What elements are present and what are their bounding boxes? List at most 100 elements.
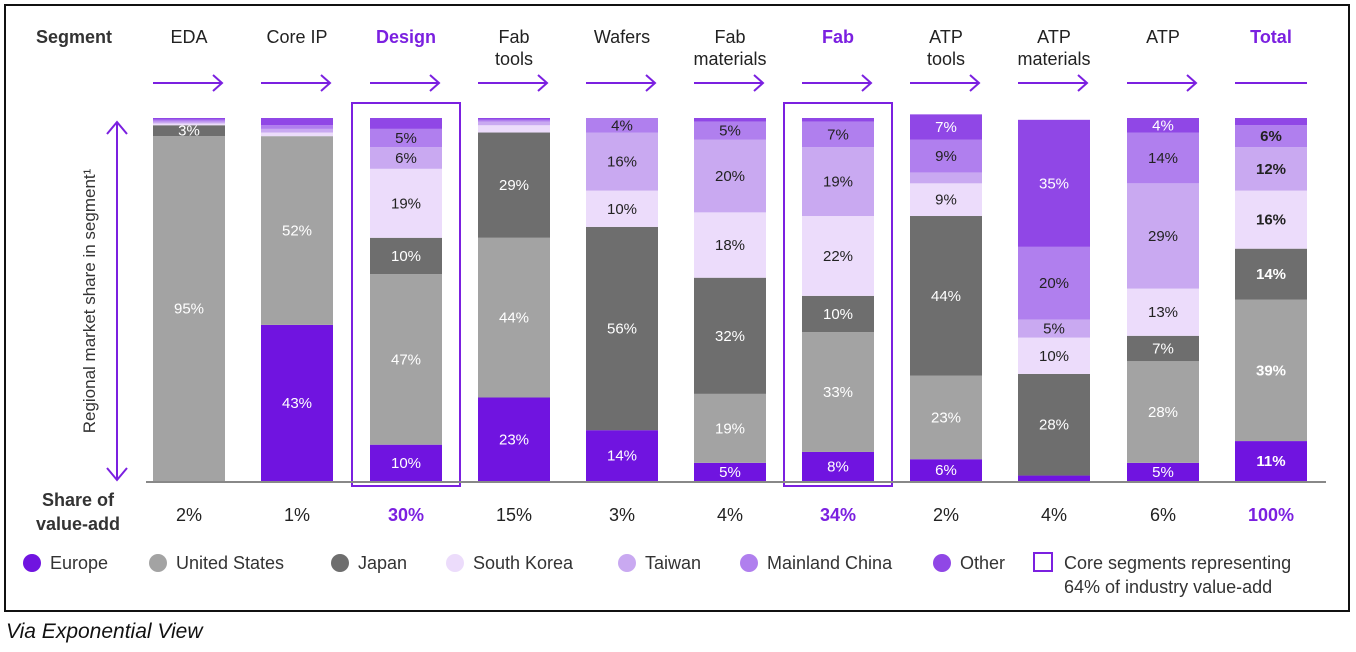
bar-segment (261, 118, 333, 126)
segment-name: Total (1250, 27, 1292, 47)
bar-segment (694, 121, 766, 140)
bar-segment (802, 216, 874, 296)
data-label: 9% (935, 192, 957, 209)
bar-segment (694, 393, 766, 463)
bar-segment (1127, 183, 1199, 289)
data-label: 5% (719, 464, 741, 481)
legend-swatch (331, 554, 349, 572)
data-label: 29% (499, 177, 529, 194)
data-label: 19% (715, 420, 745, 437)
flow-arrow-head (429, 74, 441, 92)
share-value: 6% (1150, 505, 1176, 525)
bar-segment (261, 324, 333, 481)
segment-name: tools (927, 49, 965, 69)
segment-name: EDA (170, 27, 207, 47)
bar-segment (1127, 132, 1199, 184)
bar-segment (478, 118, 550, 120)
bar-segment (478, 119, 550, 122)
bar-segment (1235, 441, 1307, 481)
core-segment-box (783, 102, 893, 487)
data-label: 13% (1148, 304, 1178, 321)
bar-segment (1235, 118, 1307, 126)
bar-segment (478, 121, 550, 126)
bar-segment (910, 139, 982, 173)
data-label: 28% (1039, 417, 1069, 434)
data-label: 11% (1256, 453, 1285, 470)
data-label: 19% (823, 174, 853, 191)
segment-name: Design (376, 27, 436, 47)
bar-segment (802, 451, 874, 481)
share-value: 30% (388, 505, 424, 525)
data-label: 16% (607, 154, 637, 171)
data-label: 22% (823, 248, 853, 265)
data-label: 7% (935, 119, 957, 136)
data-label: 95% (174, 301, 204, 318)
data-label: 10% (1039, 348, 1069, 365)
data-label: 20% (715, 168, 745, 185)
data-label: 5% (395, 130, 417, 147)
segment-name: Fab (822, 27, 854, 47)
bar-segment (910, 172, 982, 184)
segment-name: materials (1017, 49, 1090, 69)
legend-label: Other (960, 553, 1005, 573)
data-label: 6% (395, 150, 417, 167)
bar-segment (478, 237, 550, 398)
bar-segment (910, 216, 982, 376)
data-label: 28% (1148, 404, 1178, 421)
bar-segment (694, 139, 766, 213)
data-label: 7% (827, 126, 849, 143)
data-label: 32% (715, 328, 745, 345)
bar-segment (802, 147, 874, 217)
data-label: 12% (1256, 161, 1286, 178)
bar-segment (153, 119, 225, 122)
flow-arrow-head (861, 74, 873, 92)
bar-segment (261, 132, 333, 137)
bar-segment (261, 128, 333, 133)
data-label: 43% (282, 395, 312, 412)
data-label: 5% (1152, 464, 1174, 481)
data-label: 33% (823, 384, 853, 401)
y-axis-arrow-up (106, 120, 128, 135)
bar-segment (1018, 319, 1090, 338)
segment-name: Core IP (266, 27, 327, 47)
segment-name: Wafers (594, 27, 650, 47)
data-label: 20% (1039, 275, 1069, 292)
data-label: 14% (607, 448, 637, 465)
legend-label: Taiwan (645, 553, 701, 573)
flow-arrow-head (969, 74, 981, 92)
data-label: 16% (1256, 212, 1286, 229)
legend-core-swatch (1033, 552, 1053, 572)
data-label: 7% (1152, 341, 1174, 358)
segment-name: materials (693, 49, 766, 69)
data-label: 4% (611, 117, 633, 134)
share-value: 100% (1248, 505, 1294, 525)
bar-segment (586, 430, 658, 481)
share-label: value-add (36, 514, 120, 534)
bar-segment (370, 444, 442, 481)
legend-swatch (933, 554, 951, 572)
bar-segment (370, 168, 442, 238)
legend-swatch (446, 554, 464, 572)
bar-segment (370, 118, 442, 129)
bar-segment (1127, 361, 1199, 463)
flow-arrow-head (212, 74, 224, 92)
bar-segment (802, 295, 874, 333)
data-label: 56% (607, 321, 637, 338)
bar-segment (370, 147, 442, 169)
data-label: 18% (715, 237, 745, 254)
flow-arrow-head (753, 74, 765, 92)
data-label: 3% (178, 123, 200, 140)
flow-arrow-head (1077, 74, 1089, 92)
legend-swatch (23, 554, 41, 572)
chart-frame: Segment EDA Core IP Design Fab tools Wafers Fab… (4, 4, 1350, 612)
bar-segment (586, 226, 658, 431)
bar-segment (802, 121, 874, 148)
share-value: 2% (933, 505, 959, 525)
bar-segment (1018, 475, 1090, 481)
data-label: 19% (391, 195, 421, 212)
bar-segment (1018, 337, 1090, 374)
y-axis-label: Regional market share in segment¹ (80, 168, 99, 433)
bar-segment (910, 375, 982, 460)
legend-label: 64% of industry value-add (1064, 577, 1272, 597)
data-label: 6% (935, 462, 957, 479)
